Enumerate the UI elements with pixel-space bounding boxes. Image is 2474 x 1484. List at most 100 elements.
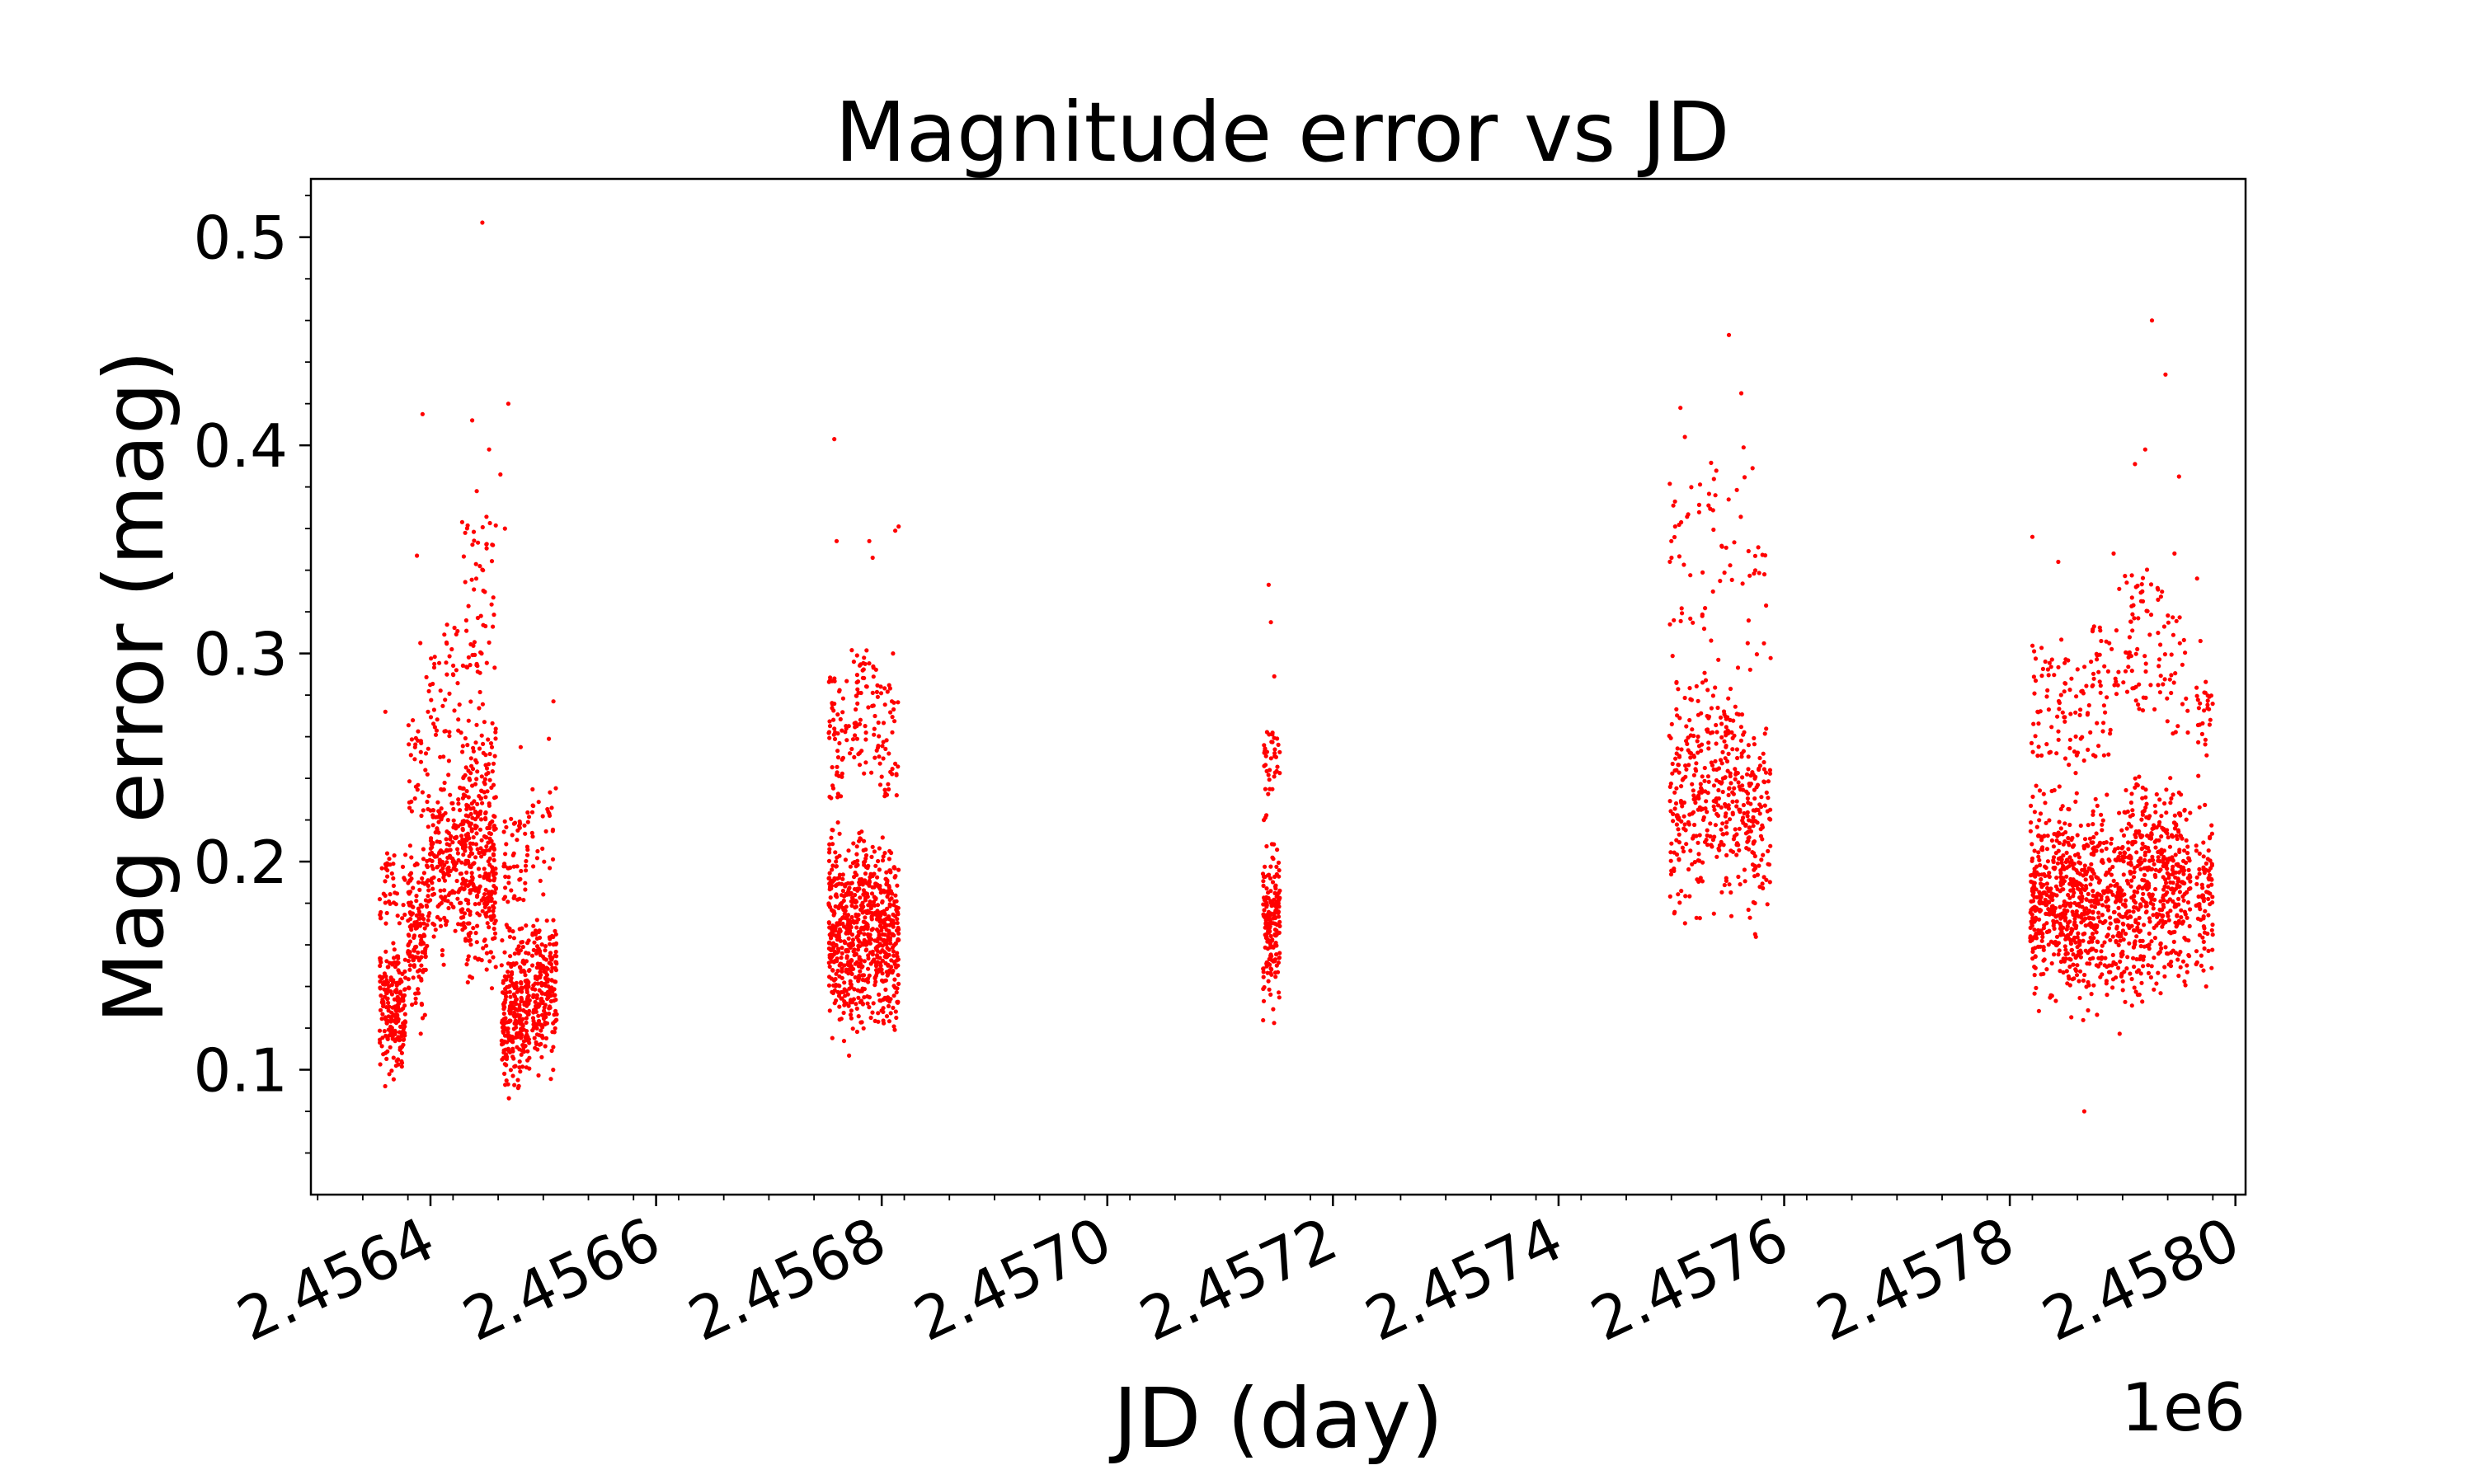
data-point (830, 879, 835, 884)
data-point (1710, 508, 1715, 513)
data-point (888, 710, 893, 715)
data-point (2067, 964, 2072, 970)
data-point (835, 820, 840, 825)
data-point (2058, 855, 2063, 861)
data-point (445, 818, 450, 823)
data-point (392, 956, 397, 960)
data-point (387, 857, 392, 862)
data-point (2056, 729, 2061, 734)
data-point (2142, 822, 2147, 828)
data-point (854, 736, 859, 741)
data-point (2169, 673, 2174, 678)
data-point (425, 923, 430, 928)
data-point (411, 975, 416, 980)
data-point (895, 920, 900, 926)
data-point (888, 889, 893, 894)
data-point (1686, 763, 1691, 768)
data-point (844, 724, 849, 729)
data-point (2092, 898, 2097, 903)
data-point (2157, 869, 2161, 874)
data-point (487, 803, 492, 808)
data-point (885, 689, 890, 694)
data-point (826, 730, 832, 735)
data-point (2073, 967, 2078, 972)
data-point (2072, 862, 2077, 866)
data-point (1720, 821, 1725, 826)
data-point (411, 718, 416, 723)
data-point (1739, 751, 1744, 756)
data-point (523, 973, 528, 978)
data-point (835, 712, 840, 717)
data-point (514, 1001, 519, 1007)
data-point (2128, 800, 2133, 805)
data-point (426, 899, 431, 904)
data-point (530, 986, 535, 991)
data-point (2042, 957, 2047, 962)
data-point (891, 1005, 896, 1010)
data-point (523, 887, 528, 892)
data-point (2159, 852, 2164, 857)
data-point (539, 1054, 544, 1059)
data-point (487, 862, 492, 867)
data-point (554, 954, 559, 959)
data-point (1746, 754, 1751, 759)
data-point (2163, 945, 2168, 950)
data-point (1700, 774, 1705, 779)
data-point (2177, 615, 2182, 620)
data-point (1711, 783, 1717, 788)
data-point (2029, 740, 2034, 746)
data-point (484, 660, 489, 665)
data-point (1701, 627, 1707, 632)
data-point (2158, 899, 2163, 904)
data-point (517, 825, 522, 830)
data-point (465, 743, 470, 748)
data-point (2185, 876, 2190, 881)
data-point (853, 961, 858, 966)
data-point (378, 1062, 383, 1067)
data-point (2174, 834, 2179, 838)
data-point (1267, 732, 1272, 737)
data-point (400, 916, 405, 921)
data-point (2078, 955, 2083, 960)
data-point (519, 1026, 524, 1031)
data-point (2097, 679, 2102, 684)
data-point (2116, 965, 2121, 970)
data-point (2150, 826, 2155, 832)
data-point (1745, 641, 1750, 646)
data-point (2209, 928, 2214, 932)
data-point (2030, 886, 2035, 891)
data-point (2148, 974, 2153, 980)
data-point (2040, 900, 2045, 906)
data-point (2091, 809, 2095, 814)
data-point (2194, 848, 2199, 853)
data-point (2171, 792, 2175, 797)
data-point (1705, 828, 1710, 833)
data-point (489, 986, 495, 991)
data-point (454, 878, 459, 884)
data-point (442, 878, 448, 883)
data-point (413, 926, 418, 931)
data-point (854, 872, 859, 877)
data-point (1743, 823, 1748, 829)
data-point (2172, 813, 2177, 818)
data-point (2194, 843, 2199, 848)
data-point (2128, 814, 2133, 819)
data-point (549, 805, 554, 810)
data-point (868, 899, 872, 904)
data-point (502, 1005, 507, 1010)
data-point (492, 814, 497, 819)
data-point (2033, 874, 2038, 879)
data-point (1264, 961, 1269, 966)
data-point (383, 1017, 388, 1022)
data-point (1755, 782, 1761, 787)
data-point (378, 1007, 383, 1012)
data-point (471, 529, 477, 534)
data-point (880, 835, 885, 840)
data-point (832, 988, 837, 993)
data-point (1756, 807, 1761, 813)
data-point (511, 1056, 516, 1061)
data-point (383, 982, 388, 987)
data-point (480, 220, 485, 225)
data-point (2054, 751, 2059, 756)
data-point (430, 863, 435, 868)
